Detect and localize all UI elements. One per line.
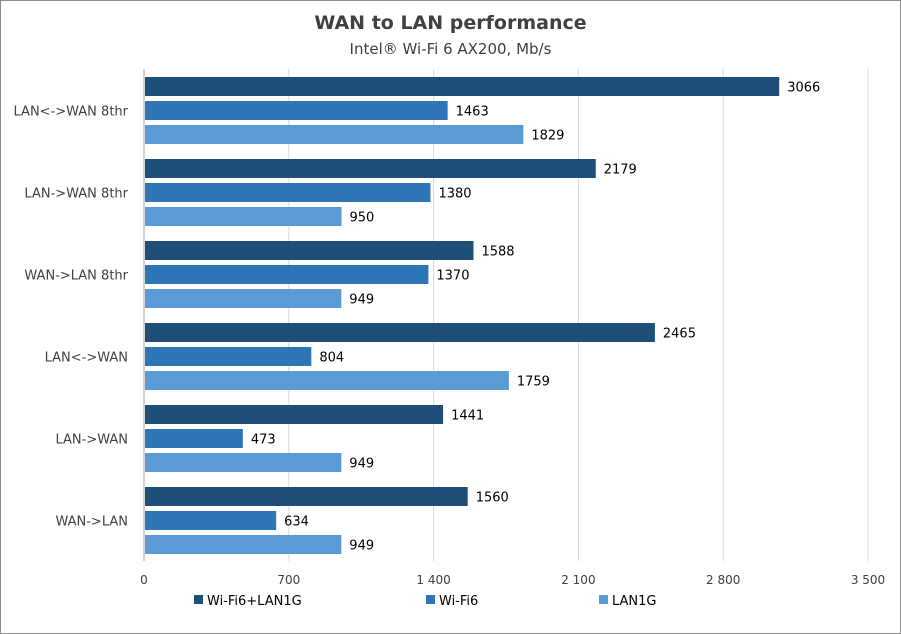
data-label: 1380 [438,187,471,202]
data-label: 1463 [456,105,489,120]
data-label: 1370 [436,269,469,284]
bar [145,323,655,342]
legend-swatch [194,595,203,604]
data-label: 1441 [451,409,484,424]
category-label: LAN->WAN [55,433,128,448]
legend: Wi-Fi6+LAN1G Wi-Fi6 LAN1G [194,594,657,609]
data-label: 949 [349,293,374,308]
x-tick-label: 0 [140,573,148,587]
bar [145,207,342,226]
bar [145,535,342,554]
data-label: 1759 [517,375,550,390]
data-label: 1560 [476,491,509,506]
x-tick-label: 3 500 [851,573,885,587]
legend-label: Wi-Fi6+LAN1G [207,594,302,609]
x-tick-label: 700 [277,573,300,587]
category-labels: LAN<->WAN 8thr LAN->WAN 8thr WAN->LAN 8thr… [14,105,129,530]
data-label: 950 [350,211,375,226]
data-label: 949 [349,539,374,554]
legend-label: LAN1G [612,594,657,609]
bar [145,347,312,366]
category-label: WAN->LAN 8thr [24,269,128,284]
x-tick-label: 1 400 [416,573,450,587]
chart-title: WAN to LAN performance [314,12,587,34]
bar [145,405,444,424]
bar [145,289,342,308]
data-label: 2179 [604,163,637,178]
bar [145,241,474,260]
x-tick-label: 2 800 [706,573,740,587]
data-label: 634 [284,515,309,530]
bars [145,77,780,554]
data-label: 473 [251,433,276,448]
data-labels: 3066 1463 1829 2179 1380 950 1588 1370 949 2465 80… [251,81,820,554]
chart-subtitle: Intel® Wi-Fi 6 AX200, Mb/s [349,40,552,58]
legend-label: Wi-Fi6 [439,594,478,609]
bar [145,511,277,530]
data-label: 804 [319,351,344,366]
legend-swatch [599,595,608,604]
bar [145,487,468,506]
bar [145,429,243,448]
x-axis-ticks: 0 700 1 400 2 100 2 800 3 500 [140,573,885,587]
category-label: LAN<->WAN 8thr [14,105,129,120]
bar [145,125,524,144]
bar [145,371,509,390]
category-label: LAN<->WAN [45,351,128,366]
data-label: 3066 [787,81,820,96]
legend-swatch [426,595,435,604]
bar [145,453,342,472]
gridlines [143,69,869,561]
data-label: 949 [349,457,374,472]
bar [145,101,448,120]
bar [145,265,429,284]
bar [145,183,431,202]
category-label: WAN->LAN [55,515,128,530]
x-tick-label: 2 100 [561,573,595,587]
bar [145,77,780,96]
data-label: 1588 [481,245,514,260]
category-label: LAN->WAN 8thr [24,187,128,202]
data-label: 2465 [663,327,696,342]
bar [145,159,596,178]
data-label: 1829 [531,129,564,144]
